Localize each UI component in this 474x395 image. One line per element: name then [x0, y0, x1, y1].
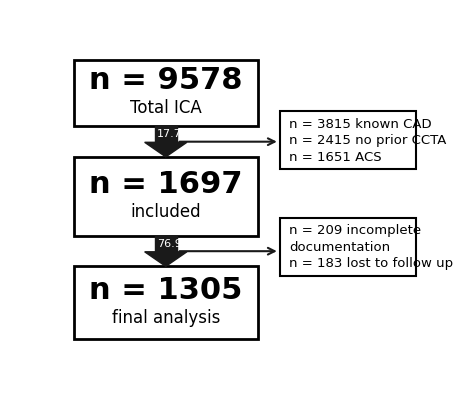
Text: n = 1305: n = 1305 — [89, 276, 243, 305]
Text: documentation: documentation — [289, 241, 390, 254]
Text: 17.7%: 17.7% — [156, 130, 192, 139]
Polygon shape — [155, 126, 177, 142]
Polygon shape — [145, 252, 187, 266]
Text: Total ICA: Total ICA — [130, 99, 201, 117]
Text: final analysis: final analysis — [111, 309, 220, 327]
Text: n = 2415 no prior CCTA: n = 2415 no prior CCTA — [289, 134, 446, 147]
Text: n = 1651 ACS: n = 1651 ACS — [289, 151, 382, 164]
Text: included: included — [130, 203, 201, 221]
FancyBboxPatch shape — [280, 111, 416, 169]
Text: n = 3815 known CAD: n = 3815 known CAD — [289, 118, 431, 131]
FancyBboxPatch shape — [74, 157, 258, 236]
Polygon shape — [145, 142, 187, 157]
Polygon shape — [155, 236, 177, 252]
FancyBboxPatch shape — [74, 266, 258, 339]
FancyBboxPatch shape — [74, 60, 258, 126]
Text: n = 1697: n = 1697 — [89, 170, 243, 199]
Text: n = 209 incomplete: n = 209 incomplete — [289, 224, 421, 237]
Text: n = 9578: n = 9578 — [89, 66, 243, 95]
FancyBboxPatch shape — [280, 218, 416, 276]
Text: 76.9%: 76.9% — [156, 239, 192, 249]
Text: n = 183 lost to follow up: n = 183 lost to follow up — [289, 258, 453, 271]
